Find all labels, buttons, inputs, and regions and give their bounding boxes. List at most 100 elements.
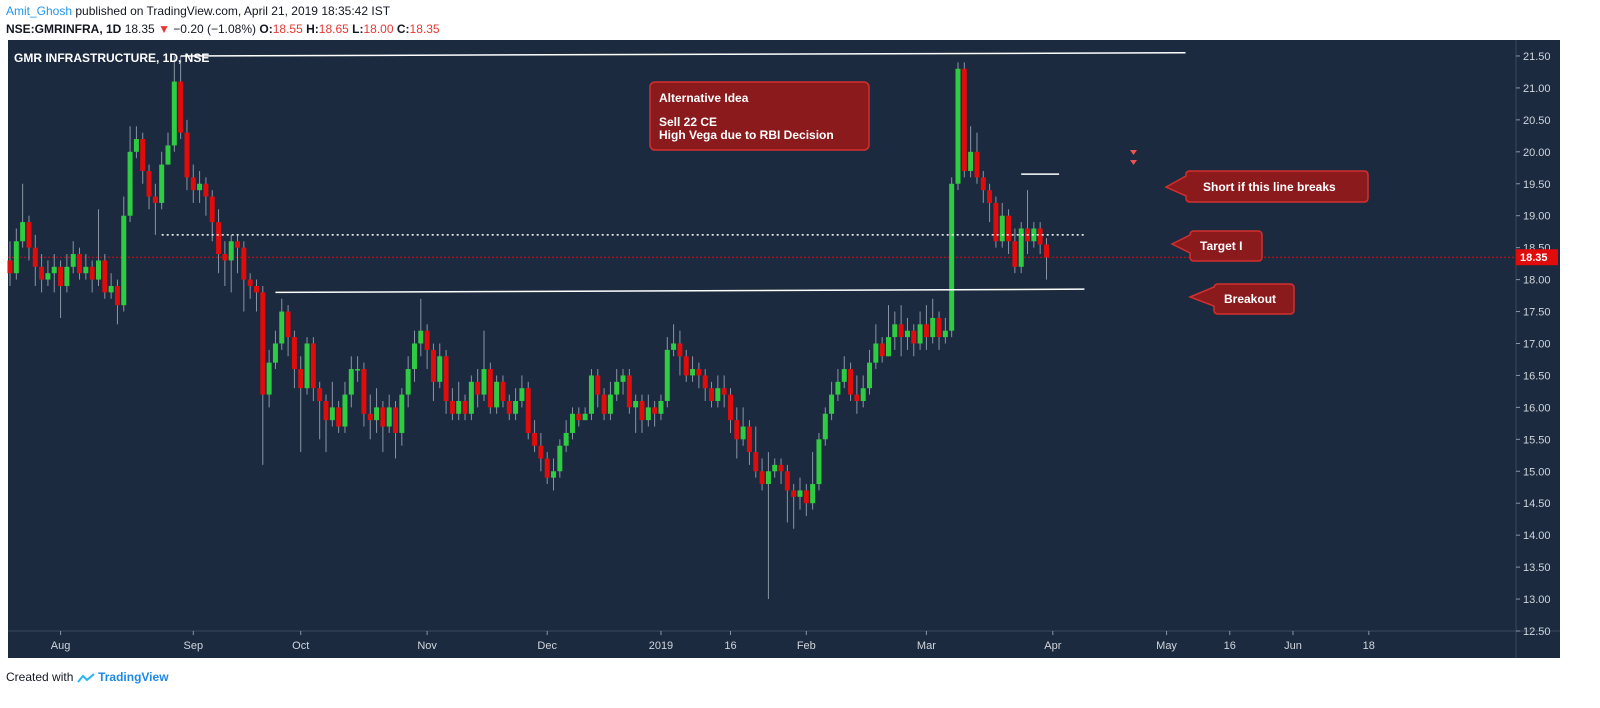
y-tick-label: 20.00: [1523, 147, 1551, 159]
candle-body: [430, 349, 436, 382]
symbol-label: NSE:GMRINFRA, 1D: [6, 22, 122, 36]
candle-body: [171, 81, 177, 146]
candle-body: [1018, 228, 1024, 267]
tradingview-brand[interactable]: TradingView: [98, 670, 169, 684]
trendline[interactable]: [180, 52, 1186, 57]
candle-body: [361, 369, 367, 414]
annotation-alternative-idea[interactable]: Alternative Idea Sell 22 CE High Vega du…: [649, 81, 870, 151]
high-value: 18.65: [318, 22, 349, 36]
candle-body: [127, 151, 133, 216]
candle-body: [544, 458, 550, 478]
candle-body: [272, 343, 278, 363]
candle-body: [241, 247, 247, 280]
candle-body: [690, 369, 696, 376]
candle-body: [266, 362, 272, 395]
y-axis-ticks: 21.5021.0020.5020.0019.5019.0018.5018.00…: [1516, 51, 1551, 638]
candle-body: [778, 464, 784, 472]
candle-body: [532, 432, 538, 446]
trendline[interactable]: [275, 288, 1085, 294]
candle-body: [317, 388, 323, 401]
candle-body: [576, 413, 582, 421]
candle-body: [569, 413, 575, 433]
candle-body: [449, 400, 455, 414]
candle-body: [291, 337, 297, 370]
y-tick-label: 17.50: [1523, 307, 1551, 319]
annotation-target-text: Target I: [1200, 239, 1242, 253]
candle-body: [178, 81, 184, 133]
candle-body: [133, 139, 139, 152]
candle-body: [342, 394, 348, 427]
y-tick-label: 16.00: [1523, 402, 1551, 414]
candle-body: [152, 196, 158, 203]
candle-body: [671, 343, 677, 350]
price-chart[interactable]: 21.5021.0020.5020.0019.5019.0018.5018.00…: [0, 40, 1600, 660]
candle-body: [487, 369, 493, 408]
candle-body: [987, 190, 993, 203]
y-tick-label: 19.00: [1523, 211, 1551, 223]
candle-body: [355, 369, 361, 371]
published-text: published on TradingView.com, April 21, …: [75, 4, 391, 18]
candle-body: [759, 471, 765, 485]
candle-body: [437, 356, 443, 382]
candle-body: [26, 222, 32, 248]
x-tick-label: Sep: [183, 640, 203, 652]
candle-body: [715, 388, 721, 401]
y-tick-label: 19.50: [1523, 179, 1551, 191]
candle-body: [961, 68, 967, 171]
x-tick-label: Aug: [51, 640, 71, 652]
last-price-tag: 18.35: [1516, 249, 1558, 266]
x-tick-label: Mar: [917, 640, 936, 652]
candle-body: [525, 388, 531, 433]
y-tick-label: 16.50: [1523, 370, 1551, 382]
close-value: 18.35: [409, 22, 440, 36]
candle-body: [810, 484, 816, 504]
candle-body: [1037, 228, 1043, 245]
open-value: 18.55: [272, 22, 303, 36]
candle-body: [70, 254, 76, 267]
candle-body: [860, 388, 866, 401]
candle-body: [898, 324, 904, 338]
annotation-short-text: Short if this line breaks: [1203, 180, 1336, 194]
candle-body: [974, 151, 980, 178]
candle-body: [721, 388, 727, 395]
candle-body: [468, 381, 474, 414]
candle-body: [626, 375, 632, 408]
candle-body: [607, 394, 613, 414]
candle-body: [462, 400, 468, 414]
annotation-target[interactable]: Target I: [1170, 230, 1263, 262]
x-tick-label: Feb: [797, 640, 816, 652]
candle-body: [228, 241, 234, 261]
y-tick-label: 18.00: [1523, 275, 1551, 287]
last-price: 18.35: [124, 22, 155, 36]
candle-body: [639, 400, 645, 421]
candle-body: [1012, 241, 1018, 267]
candle-body: [892, 324, 898, 338]
candle-body: [140, 139, 146, 171]
candle-body: [923, 324, 929, 338]
annotation-breakout[interactable]: Breakout: [1187, 283, 1295, 315]
y-tick-label: 21.00: [1523, 83, 1551, 95]
candle-body: [784, 471, 790, 491]
candle-body: [475, 381, 481, 395]
annotation-short-line[interactable]: Short if this line breaks: [1164, 170, 1369, 203]
candle-body: [7, 260, 13, 274]
author-link[interactable]: Amit_Ghosh: [6, 4, 73, 18]
candle-body: [563, 432, 569, 446]
candle-body: [841, 369, 847, 382]
candle-body: [727, 394, 733, 421]
candle-body: [203, 183, 209, 197]
candle-body: [885, 337, 891, 357]
candle-body: [709, 388, 715, 401]
candle-body: [601, 394, 607, 414]
candle-body: [348, 369, 354, 395]
candle-body: [854, 394, 860, 401]
trendlines: [161, 52, 1186, 294]
candle-body: [64, 266, 70, 286]
candle-body: [980, 177, 986, 191]
candle-body: [209, 196, 215, 223]
candle-body: [557, 445, 563, 472]
candle-body: [216, 222, 222, 255]
candle-body: [411, 343, 417, 370]
candle-body: [13, 241, 19, 274]
candle-body: [83, 266, 89, 274]
